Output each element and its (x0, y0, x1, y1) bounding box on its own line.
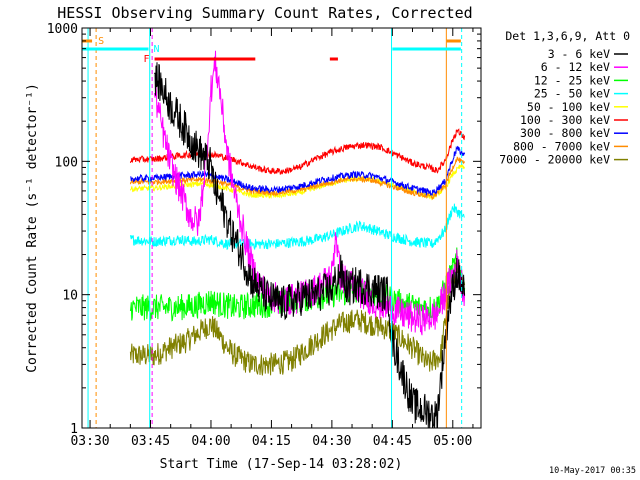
legend-header: Det 1,3,6,9, Att 0 (505, 29, 630, 43)
series-line-2 (129, 247, 466, 322)
x-tick-label: 04:00 (191, 434, 230, 449)
status-label-S: S (98, 36, 104, 47)
y-tick-label: 100 (55, 155, 78, 170)
y-axis-label: Corrected Count Rate (s⁻¹ detector⁻¹) (25, 83, 40, 373)
x-tick-label: 03:30 (70, 434, 109, 449)
legend-label-4: 50 - 100 keV (527, 100, 610, 114)
y-tick-label: 10 (62, 289, 78, 304)
legend-label-0: 3 - 6 keV (548, 47, 610, 61)
x-axis-label: Start Time (17-Sep-14 03:28:02) (160, 457, 403, 472)
series-line-8 (129, 260, 466, 376)
legend-label-3: 25 - 50 keV (534, 87, 610, 101)
x-tick-label: 04:45 (373, 434, 412, 449)
y-tick-label: 1000 (47, 22, 78, 37)
x-tick-label: 05:00 (433, 434, 472, 449)
legend-label-7: 800 - 7000 keV (513, 139, 610, 153)
axes-box (81, 27, 482, 429)
legend-label-2: 12 - 25 keV (534, 73, 610, 87)
date-stamp: 10-May-2017 00:35 (549, 466, 636, 476)
series-line-6 (130, 145, 466, 197)
plot-area: S NF (82, 28, 466, 428)
chart-title: HESSI Observing Summary Count Rates, Cor… (57, 4, 472, 22)
status-label-F: F (144, 54, 150, 65)
x-tick-label: 03:45 (131, 434, 170, 449)
plot-frame: 03:30 03:45 04:00 04:15 04:30 04:45 05:00 1 10 10… (47, 22, 482, 449)
series-line-3 (129, 203, 465, 251)
status-label-N: N (154, 44, 160, 55)
legend-label-8: 7000 - 20000 keV (499, 153, 610, 167)
x-tick-label: 04:15 (252, 434, 291, 449)
series-line-0 (154, 62, 466, 428)
legend-label-1: 6 - 12 keV (541, 60, 610, 74)
x-tick-label: 04:30 (312, 434, 351, 449)
legend-label-6: 300 - 800 keV (520, 126, 610, 140)
legend-label-5: 100 - 300 keV (520, 113, 610, 127)
y-tick-label: 1 (70, 422, 78, 437)
series-line-5 (129, 128, 466, 175)
